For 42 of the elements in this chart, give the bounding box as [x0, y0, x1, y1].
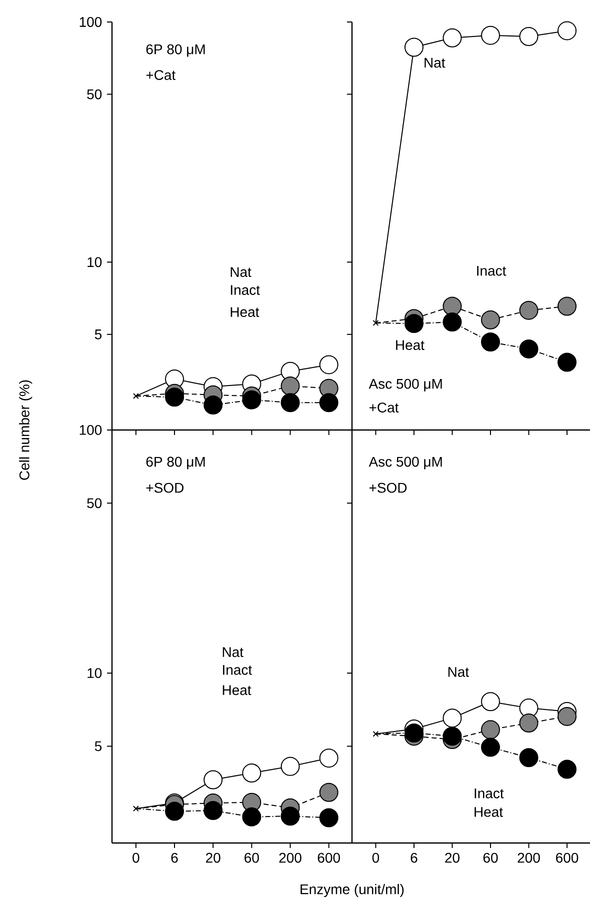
- text: +SOD: [369, 482, 407, 493]
- text: 6P 80 μM: [146, 456, 205, 470]
- y-tick-label: 50: [87, 89, 102, 100]
- series-label: Nat: [424, 58, 446, 68]
- text: Asc 500 μM: [368, 378, 442, 392]
- x-tick-label: 6: [410, 852, 418, 863]
- text: 6P 80 μM: [146, 44, 205, 57]
- y-axis-title: Cell number (%): [19, 380, 32, 480]
- x-axis-title: Enzyme (unit/ml): [300, 884, 404, 898]
- y-tick-label: 100: [80, 17, 102, 27]
- text: Asc 500 μM: [368, 456, 442, 470]
- annotation: Inact: [230, 285, 260, 295]
- text: +SOD: [146, 482, 184, 493]
- x-tick-label: 20: [206, 852, 220, 863]
- y-tick-label: 100: [80, 425, 102, 435]
- series-label: Heat: [396, 340, 424, 350]
- annotation: Inact: [474, 788, 504, 798]
- y-tick-label: 50: [87, 498, 102, 508]
- x-tick-label: 0: [372, 852, 380, 863]
- annotation: Inact: [223, 665, 252, 675]
- y-tick-label: 10: [88, 257, 102, 268]
- x-tick-label: 0: [132, 852, 140, 863]
- y-tick-label: 10: [88, 668, 102, 678]
- x-tick-label: 200: [518, 852, 540, 863]
- x-tick-label: 600: [556, 852, 578, 863]
- x-tick-label: 600: [318, 852, 340, 863]
- text: +Cat: [146, 70, 176, 80]
- annotation: Heat: [474, 807, 503, 817]
- text: Inact: [477, 266, 506, 276]
- y-tick-label: 5: [94, 741, 102, 752]
- annotation: Nat: [230, 267, 252, 277]
- x-tick-label: 6: [171, 852, 178, 863]
- series-label: Nat: [448, 667, 469, 677]
- x-tick-label: 20: [445, 852, 460, 863]
- x-tick-label: 60: [483, 852, 498, 863]
- x-tick-label: 60: [244, 852, 259, 863]
- x-tick-label: 200: [279, 852, 302, 863]
- y-tick-label: 5: [94, 330, 102, 340]
- annotation: Heat: [230, 307, 260, 317]
- text: +Cat: [369, 402, 399, 413]
- annotation: Heat: [222, 685, 252, 696]
- annotation: Nat: [222, 647, 244, 658]
